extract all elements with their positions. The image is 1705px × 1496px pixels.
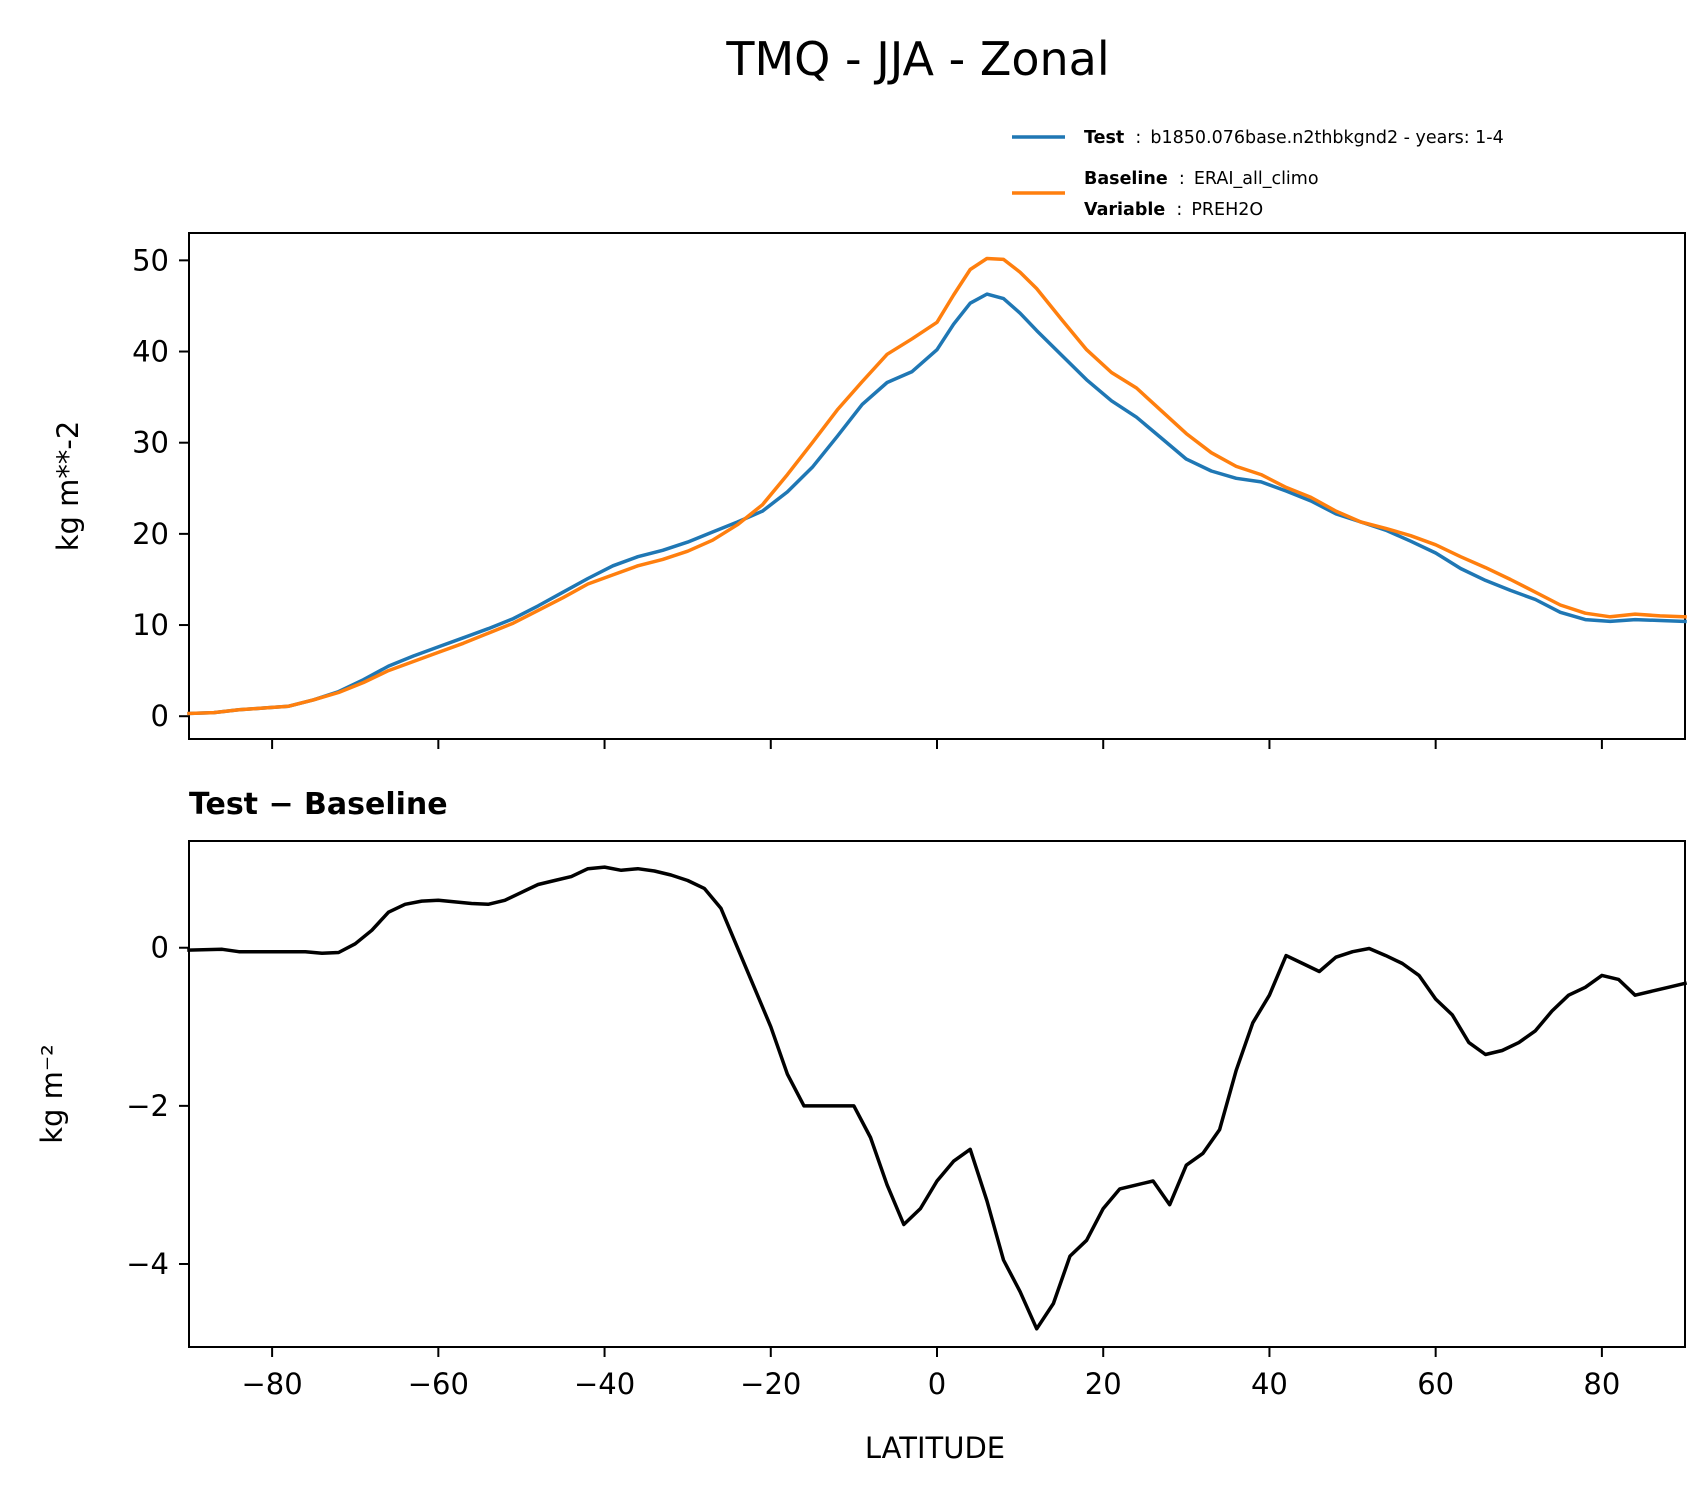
legend-test-key: Test [1084, 128, 1124, 148]
zonal-mean-series [187, 256, 1687, 716]
legend: Test : b1850.076base.n2thbkgnd2 - years:… [1012, 128, 1504, 220]
legend-test-text: b1850.076base.n2thbkgnd2 - years: 1-4 [1150, 128, 1503, 148]
difference-x-label: LATITUDE [865, 1431, 1005, 1465]
zonal-mean-y-ticks: 0 10 20 30 40 50 [132, 243, 189, 733]
difference-x-tick-label: 80 [1583, 1367, 1620, 1401]
zonal-mean-line-test [187, 292, 1687, 716]
difference-x-tick-label: −20 [740, 1367, 801, 1401]
difference-x-tick-label: 60 [1417, 1367, 1454, 1401]
difference-x-tick-label: 20 [1085, 1367, 1122, 1401]
figure-title: TMQ - JJA - Zonal [725, 32, 1109, 86]
zonal-mean-y-tick-label: 20 [132, 517, 169, 551]
zonal-mean-panel: 0 10 20 30 40 50 kg m**-2 [51, 232, 1687, 749]
legend-variable-sep: : [1176, 200, 1182, 220]
difference-x-tick-label: −80 [242, 1367, 303, 1401]
difference-x-ticks: −80 −60 −40 −20 0 20 40 60 80 [242, 1347, 1620, 1401]
difference-y-label: kg m⁻² [35, 1044, 69, 1144]
difference-axes-frame [188, 840, 1686, 1348]
legend-test-sep: : [1135, 128, 1141, 148]
difference-y-tick-label: −4 [126, 1247, 169, 1281]
difference-x-tick-label: −40 [574, 1367, 635, 1401]
difference-x-tick-label: 0 [928, 1367, 946, 1401]
legend-variable-text: PREH2O [1191, 200, 1263, 220]
legend-baseline-key: Baseline [1084, 169, 1168, 189]
difference-y-tick-label: 0 [151, 931, 169, 965]
zonal-mean-line-baseline [187, 256, 1687, 716]
legend-baseline-text: ERAI_all_climo [1194, 169, 1319, 189]
zonal-mean-y-tick-label: 10 [132, 608, 169, 642]
zonal-mean-y-label: kg m**-2 [51, 421, 85, 552]
difference-panel: Test − Baseline −80 −60 −40 −20 0 20 40 60 80 0−… [35, 787, 1688, 1465]
difference-y-ticks: 0 −2 −4 [126, 931, 189, 1281]
zonal-mean-y-tick-label: 40 [132, 335, 169, 369]
legend-variable-key: Variable [1084, 200, 1165, 220]
legend-test-entry: Test : b1850.076base.n2thbkgnd2 - years:… [1084, 128, 1504, 148]
difference-series [187, 865, 1688, 1331]
legend-baseline-entry: Baseline : ERAI_all_climo [1084, 169, 1319, 189]
legend-baseline-sep: : [1179, 169, 1185, 189]
zonal-mean-x-ticks [271, 739, 1603, 749]
zonal-mean-y-tick-label: 50 [132, 243, 169, 277]
difference-line-test-baseline [187, 865, 1688, 1331]
zonal-mean-y-tick-label: 0 [151, 699, 169, 733]
difference-title: Test − Baseline [189, 787, 448, 822]
difference-y-tick-label: −2 [126, 1089, 169, 1123]
zonal-mean-y-tick-label: 30 [132, 426, 169, 460]
legend-variable-entry: Variable : PREH2O [1084, 200, 1263, 220]
difference-x-tick-label: −60 [408, 1367, 469, 1401]
difference-x-tick-label: 40 [1251, 1367, 1288, 1401]
